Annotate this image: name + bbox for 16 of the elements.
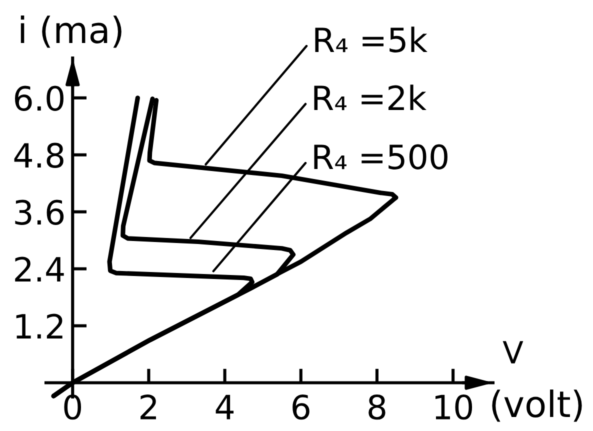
y-tick-label: 2.4 xyxy=(15,256,64,282)
y-axis-title: i (ma) xyxy=(20,16,122,48)
x-tick-label: 6 xyxy=(292,394,310,420)
x-tick-label: 10 xyxy=(436,394,472,420)
x-tick-label: 0 xyxy=(64,394,82,420)
y-tick-label: 3.6 xyxy=(15,200,64,225)
annotation: R₄ =500 xyxy=(314,144,448,170)
x-tick-label: 8 xyxy=(368,394,386,420)
y-tick-label: 4.8 xyxy=(14,142,64,168)
y-tick-label: 1.2 xyxy=(16,314,62,338)
x-tick-label: 4 xyxy=(216,394,234,420)
annotation: R₄ =5k xyxy=(315,26,428,52)
x-axis-title: V (volt) xyxy=(492,341,582,422)
x-tick-label: 2 xyxy=(140,394,156,420)
annotation: R₄ =2k xyxy=(314,84,426,110)
y-tick-label: 6.0 xyxy=(15,86,64,112)
